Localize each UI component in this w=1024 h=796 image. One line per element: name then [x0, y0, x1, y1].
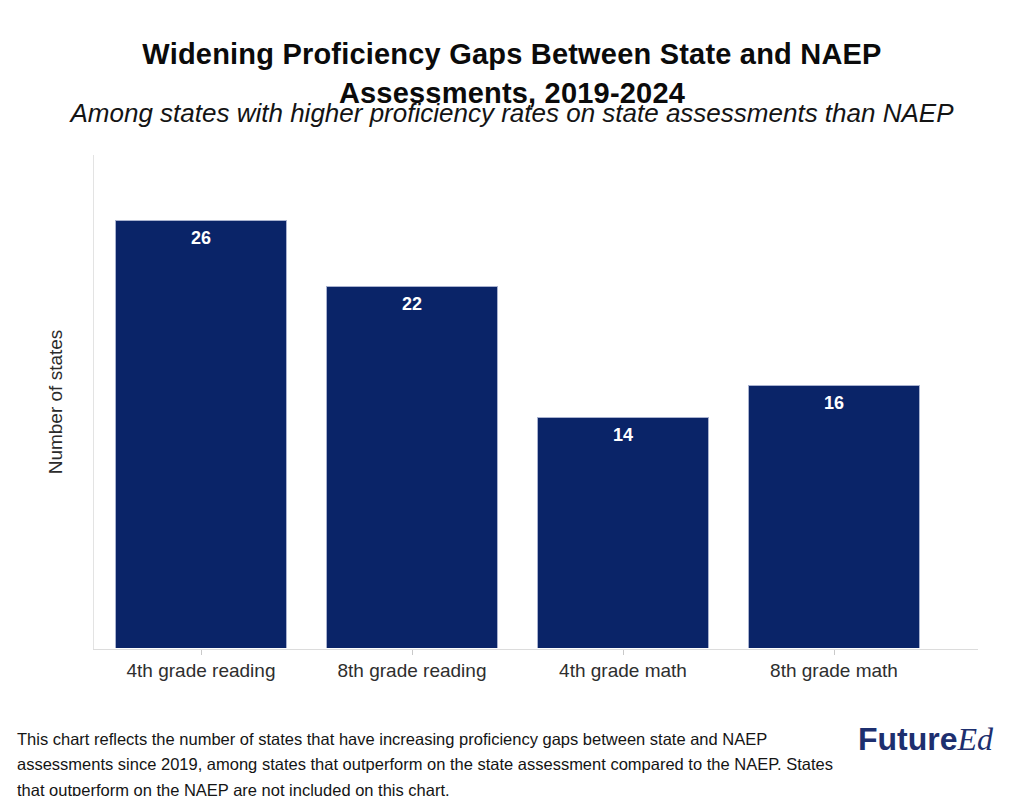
x-axis-category-label: 8th grade math	[770, 660, 898, 682]
bar-8th-grade-math: 16	[748, 385, 920, 648]
bar-value-label: 26	[116, 228, 286, 249]
x-axis-tick	[623, 650, 624, 655]
y-axis-line	[93, 155, 94, 649]
chart-footnote: This chart reflects the number of states…	[17, 727, 859, 796]
y-axis-label: Number of states	[45, 330, 67, 475]
bar-value-label: 14	[538, 425, 708, 446]
x-axis-line	[93, 649, 978, 650]
x-axis-category-label: 4th grade reading	[127, 660, 276, 682]
x-axis-tick	[201, 650, 202, 655]
x-axis-tick	[412, 650, 413, 655]
chart-page: Widening Proficiency Gaps Between State …	[0, 0, 1024, 796]
x-axis-category-label: 8th grade reading	[338, 660, 487, 682]
x-axis-tick	[834, 650, 835, 655]
bar-4th-grade-math: 14	[537, 417, 709, 648]
bar-value-label: 16	[749, 393, 919, 414]
logo-text-future: Future	[858, 721, 958, 757]
chart-subtitle: Among states with higher proficiency rat…	[0, 98, 1024, 129]
bar-value-label: 22	[327, 294, 497, 315]
futureed-logo: FutureEd	[858, 722, 993, 757]
x-axis-category-label: 4th grade math	[559, 660, 687, 682]
bar-8th-grade-reading: 22	[326, 286, 498, 648]
logo-text-ed: Ed	[958, 721, 994, 757]
plot-area: 264th grade reading228th grade reading14…	[93, 155, 978, 649]
bar-4th-grade-reading: 26	[115, 220, 287, 648]
